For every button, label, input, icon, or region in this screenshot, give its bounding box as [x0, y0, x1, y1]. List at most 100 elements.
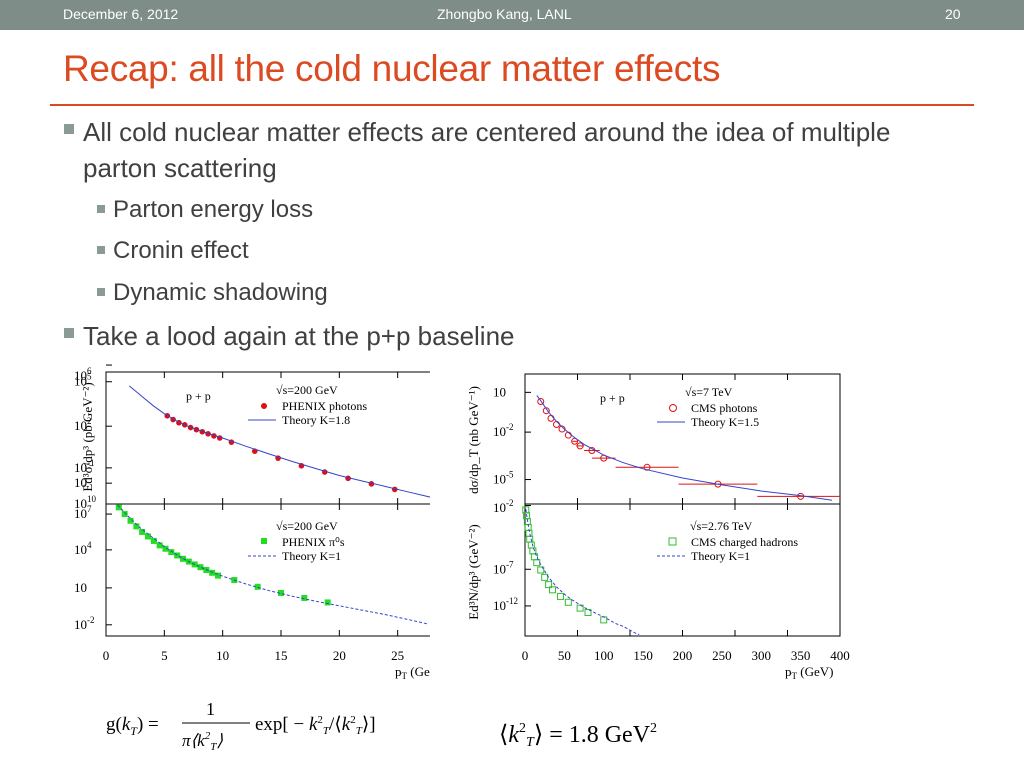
panel-annotation: √s=2.76 TeV	[690, 519, 753, 533]
theory-curve	[117, 504, 427, 625]
sub-bullet-text: Dynamic shadowing	[113, 279, 328, 306]
formula-numerator: 1	[206, 699, 215, 719]
y-tick-label: 10	[74, 475, 87, 490]
y-tick-label: 104	[74, 540, 92, 557]
cms-x-ticks: 0 50 100 150 200 250 300 350 400	[522, 648, 850, 663]
phenix-figure: Ed³σ/dp³ (pb GeV⁻²) 10610510210-1101010p…	[74, 364, 430, 681]
panel-annotation: p + p	[186, 389, 211, 403]
data-point	[537, 566, 545, 574]
data-point	[133, 523, 140, 530]
data-point	[549, 586, 557, 594]
data-point	[553, 420, 560, 428]
chart-cms-hadrons: 10-2 10-7 10-12 √s=2.76 TeV CMS charged hadr…	[493, 498, 841, 637]
x-tick-label: 200	[673, 648, 693, 663]
cms-hadron-y-axis-label: Ed³N/dp³ (GeV⁻²)	[466, 524, 481, 619]
bullet-marker-icon	[64, 124, 74, 134]
x-tick-label: 0	[522, 648, 529, 663]
y-tick-label: 10-7	[493, 559, 514, 576]
sub-bullet-marker-icon	[97, 288, 105, 296]
x-tick-label: 150	[633, 648, 653, 663]
data-point	[197, 564, 204, 571]
kt-average-formula: ⟨k2T⟩ = 1.8 GeV2	[499, 721, 657, 750]
data-point	[278, 589, 284, 596]
data-point	[545, 581, 553, 589]
data-point	[547, 414, 555, 422]
legend-label: Theory K=1.8	[282, 413, 350, 427]
x-tick-label: 50	[558, 648, 571, 663]
y-tick-label: 10-5	[493, 470, 514, 487]
y-tick-label: 107	[74, 504, 92, 521]
legend-marker	[669, 404, 677, 412]
data-point	[576, 442, 584, 450]
y-tick-exponent: 5	[87, 372, 92, 382]
data-point	[324, 599, 331, 606]
formula-exponential: exp[ − k2T/⟨k2T⟩]	[255, 714, 376, 737]
y-tick-label: 10-2	[493, 422, 514, 439]
theory-curve	[525, 509, 640, 635]
y-tick-label: 10	[74, 580, 87, 595]
y-tick-label: 10-12	[493, 596, 518, 613]
legend-marker	[261, 403, 267, 409]
chart-cms-photons: 10 10-2 10-5 p + p √s=7 TeV CMS photonsTheory…	[493, 373, 841, 505]
y-tick-exponent: 6	[87, 366, 92, 376]
data-point	[127, 517, 134, 524]
legend-label: PHENIX photons	[282, 399, 367, 413]
slide-number: 20	[945, 6, 961, 22]
legend-marker	[668, 537, 677, 546]
legend-label: Theory K=1	[691, 549, 750, 563]
data-point	[527, 541, 535, 549]
y-tick-exponent: -2	[506, 498, 514, 508]
data-point	[542, 407, 550, 415]
legend-marker	[261, 538, 267, 544]
data-point	[139, 528, 146, 535]
x-tick-label: 250	[712, 648, 732, 663]
formula-kt-average: ⟨k2T⟩ = 1.8 GeV2	[499, 721, 657, 750]
data-point	[145, 533, 151, 540]
cms-x-axis-label: pT (GeV)	[785, 664, 833, 681]
data-point	[215, 572, 221, 579]
bullet-1: All cold nuclear matter effects are cent…	[64, 114, 963, 186]
y-tick-exponent: -1	[87, 458, 95, 468]
sub-bullet-2: Cronin effect	[97, 237, 249, 265]
legend-label: Theory K=1	[282, 549, 341, 563]
y-tick-exponent: 2	[87, 416, 92, 426]
data-point	[537, 398, 545, 406]
data-point	[533, 559, 541, 567]
x-tick-label: 10	[216, 648, 229, 663]
panel-annotation: p + p	[600, 391, 625, 405]
data-point	[541, 573, 549, 581]
data-point	[150, 537, 157, 544]
theory-curve	[128, 385, 430, 498]
data-point	[254, 583, 261, 590]
formula-denominator: π⟨k2T⟩	[182, 730, 223, 753]
panel-annotation: √s=200 GeV	[276, 383, 338, 397]
plot-frame	[524, 503, 841, 637]
legend-label: Theory K=1.5	[691, 415, 759, 429]
y-tick-exponent: -2	[87, 615, 95, 625]
sub-bullet-marker-icon	[97, 205, 105, 213]
data-point	[180, 555, 186, 562]
x-tick-label: 350	[791, 648, 811, 663]
data-point	[209, 569, 216, 576]
x-tick-label: 5	[161, 648, 168, 663]
data-point	[600, 616, 608, 624]
x-tick-label: 25	[391, 648, 404, 663]
sub-bullet-text: Cronin effect	[113, 237, 249, 264]
cms-photon-y-axis-label: dσ/dp_T (nb GeV⁻¹)	[466, 386, 481, 494]
x-tick-label: 300	[752, 648, 772, 663]
y-tick-exponent: 7	[87, 504, 92, 514]
data-point	[121, 511, 128, 518]
x-tick-label: 20	[333, 648, 346, 663]
data-point	[643, 463, 651, 471]
sub-bullet-marker-icon	[97, 246, 105, 254]
x-tick-label: 15	[275, 648, 288, 663]
y-tick-label: 10-2	[74, 615, 95, 632]
data-point	[571, 437, 579, 445]
phenix-y-axis-label: Ed³σ/dp³ (pb GeV⁻²)	[80, 382, 95, 491]
sub-bullet-3: Dynamic shadowing	[97, 279, 328, 307]
theory-curve	[536, 395, 833, 501]
bullet-marker-icon	[64, 328, 74, 338]
data-point	[584, 609, 592, 617]
